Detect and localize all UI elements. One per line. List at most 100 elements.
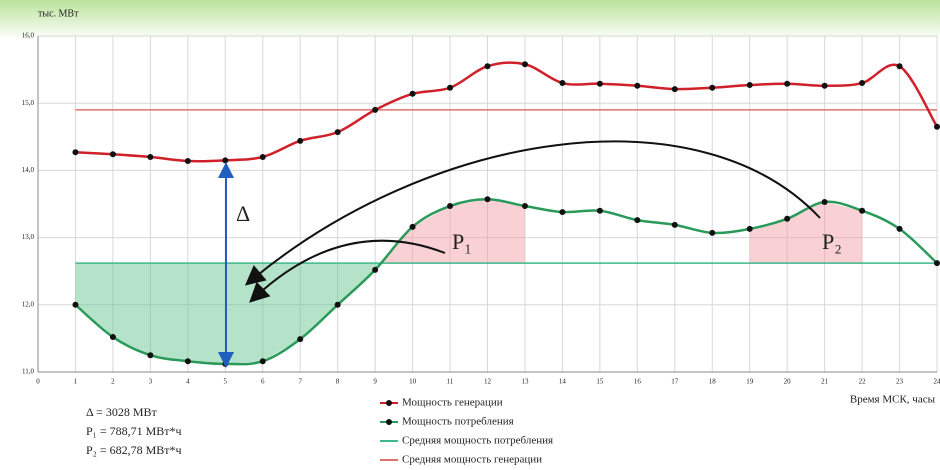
- y-tick-label: 12,0: [22, 300, 35, 308]
- data-point: [597, 81, 603, 87]
- data-point: [559, 80, 565, 86]
- x-tick-label: 10: [409, 378, 417, 386]
- x-tick-label: 1: [74, 378, 78, 386]
- data-point: [747, 226, 753, 232]
- data-point: [335, 129, 341, 135]
- data-point: [897, 63, 903, 69]
- x-tick-label: 4: [186, 378, 190, 386]
- data-point: [672, 86, 678, 92]
- y-axis-label: тыс. МВт: [38, 8, 79, 19]
- series-line: [75, 63, 937, 162]
- data-point: [72, 302, 78, 308]
- x-tick-label: 11: [447, 378, 454, 386]
- data-point: [597, 208, 603, 214]
- data-point: [260, 154, 266, 160]
- data-point: [147, 352, 153, 358]
- data-point: [747, 82, 753, 88]
- x-tick-label: 3: [149, 378, 153, 386]
- note: P₁ = 788,71 МВт*ч: [86, 424, 182, 438]
- data-point: [522, 203, 528, 209]
- p1-label: P₁: [452, 229, 472, 254]
- note: P₂ = 682,78 МВт*ч: [86, 443, 182, 457]
- shaded-area: [750, 202, 862, 263]
- legend-label: Мощность генерации: [402, 397, 503, 409]
- x-tick-label: 20: [784, 378, 792, 386]
- legend-marker: [386, 400, 392, 406]
- data-point: [447, 203, 453, 209]
- p2-label: P₂: [822, 229, 842, 254]
- data-point: [72, 149, 78, 155]
- x-tick-label: 8: [336, 378, 340, 386]
- y-tick-label: 15,0: [22, 99, 35, 107]
- data-point: [522, 61, 528, 67]
- data-point: [260, 358, 266, 364]
- data-point: [297, 138, 303, 144]
- data-point: [709, 85, 715, 91]
- data-point: [372, 107, 378, 113]
- legend-label: Средняя мощность генерации: [402, 454, 542, 466]
- x-tick-label: 18: [709, 378, 717, 386]
- legend-label: Мощность потребления: [402, 416, 514, 428]
- data-point: [110, 151, 116, 157]
- data-point: [185, 358, 191, 364]
- x-tick-label: 2: [111, 378, 115, 386]
- data-point: [709, 230, 715, 236]
- data-point: [784, 216, 790, 222]
- data-point: [297, 336, 303, 342]
- note: Δ = 3028 МВт: [86, 405, 157, 419]
- data-point: [110, 334, 116, 340]
- data-point: [222, 157, 228, 163]
- x-tick-label: 24: [934, 378, 940, 386]
- data-point: [410, 91, 416, 97]
- chart: 11,012,013,014,015,016,00123456789101112…: [0, 0, 940, 470]
- data-point: [485, 63, 491, 69]
- y-tick-label: 11,0: [22, 368, 34, 376]
- legend-label: Средняя мощность потребления: [402, 435, 553, 447]
- x-axis-label: Время МСК, часы: [850, 394, 936, 406]
- x-tick-label: 12: [484, 378, 492, 386]
- x-tick-label: 15: [596, 378, 604, 386]
- arrow: [248, 141, 820, 283]
- data-point: [672, 222, 678, 228]
- x-tick-label: 21: [821, 378, 829, 386]
- y-tick-label: 14,0: [22, 166, 35, 174]
- y-tick-label: 16,0: [22, 32, 35, 40]
- x-tick-label: 23: [896, 378, 904, 386]
- x-tick-label: 9: [373, 378, 377, 386]
- header-background: [0, 0, 940, 40]
- x-tick-label: 22: [859, 378, 867, 386]
- data-point: [372, 267, 378, 273]
- data-point: [147, 154, 153, 160]
- data-point: [634, 83, 640, 89]
- legend: Мощность генерации Мощность потребления Ср…: [380, 397, 553, 466]
- x-tick-label: 14: [559, 378, 567, 386]
- data-point: [784, 81, 790, 87]
- data-point: [934, 260, 940, 266]
- x-tick-label: 16: [634, 378, 642, 386]
- x-tick-label: 0: [36, 378, 40, 386]
- x-tick-label: 7: [298, 378, 302, 386]
- data-point: [410, 224, 416, 230]
- shaded-area: [75, 263, 381, 364]
- data-point: [447, 85, 453, 91]
- data-point: [934, 124, 940, 130]
- x-tick-label: 17: [671, 378, 679, 386]
- notes: Δ = 3028 МВт P₁ = 788,71 МВт*ч P₂ = 682,78…: [86, 405, 182, 457]
- x-tick-label: 19: [746, 378, 754, 386]
- data-point: [822, 199, 828, 205]
- data-point: [559, 209, 565, 215]
- x-tick-label: 13: [521, 378, 529, 386]
- delta-label: Δ: [236, 201, 250, 226]
- data-point: [485, 196, 491, 202]
- y-tick-label: 13,0: [22, 233, 35, 241]
- data-point: [897, 226, 903, 232]
- legend-marker: [386, 419, 392, 425]
- data-point: [634, 217, 640, 223]
- x-tick-label: 5: [224, 378, 228, 386]
- data-point: [185, 158, 191, 164]
- data-point: [335, 302, 341, 308]
- data-point: [822, 83, 828, 89]
- x-tick-label: 6: [261, 378, 265, 386]
- data-point: [859, 208, 865, 214]
